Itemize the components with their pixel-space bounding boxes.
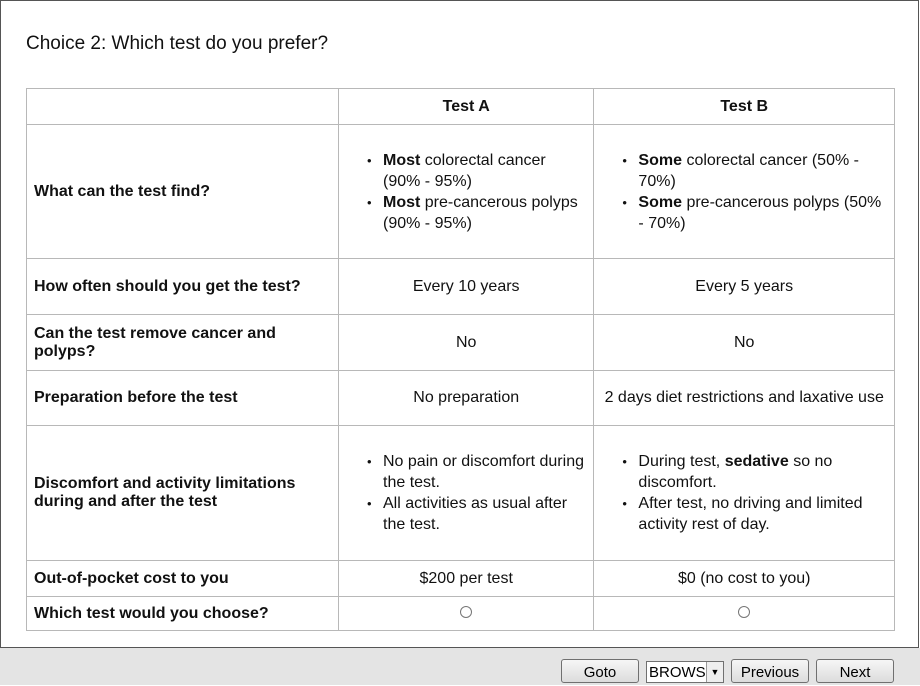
attribute-label: How often should you get the test? (26, 258, 339, 315)
text: colorectal cancer (50% - 70%) (638, 151, 859, 190)
text: During test, (638, 453, 721, 470)
text: No pain or discomfort during the test. (383, 453, 584, 491)
text: colorectal cancer (90% - 95%) (383, 151, 546, 190)
cell-text: $200 per test (419, 569, 513, 587)
previous-button[interactable]: Previous (731, 659, 809, 683)
cell-text: $0 (no cost to you) (677, 569, 811, 587)
option-cell: No (593, 314, 895, 371)
option-cell: Every 10 years (337, 258, 595, 315)
bullet-item: Some colorectal cancer (50% - 70%) (622, 150, 887, 192)
attribute-row: Can the test remove cancer and polyps? No… (26, 314, 895, 371)
bullet-item: Most pre-cancerous polyps (90% - 95%) (367, 192, 586, 234)
option-cell: No (337, 314, 595, 371)
cell-text: No preparation (413, 389, 520, 406)
goto-button[interactable]: Goto (561, 659, 639, 683)
bold-text: Most (383, 151, 421, 169)
bullet-item: During test, sedative so no discomfort. (622, 451, 887, 493)
choice-radio[interactable] (460, 605, 473, 618)
header-cell: Test A (337, 88, 595, 125)
attribute-row: What can the test find?Most colorectal c… (26, 124, 895, 259)
cell-text: Every 10 years (412, 277, 520, 295)
option-cell: Every 5 years (593, 258, 895, 315)
option-cell: No pain or discomfort during the test. Al… (337, 425, 595, 561)
text: so no discomfort. (638, 453, 833, 491)
bold-text: sedative (724, 453, 789, 470)
attribute-label: Preparation before the test (26, 370, 339, 426)
bullet-item: Most colorectal cancer (90% - 95%) (367, 150, 586, 192)
cell-text: 2 days diet restrictions and laxative us… (604, 389, 884, 406)
attribute-label: What can the test find? (26, 124, 339, 259)
cell-text: No (455, 333, 477, 351)
next-button[interactable]: Next (816, 659, 894, 683)
bold-text: Most (383, 193, 421, 211)
select-text: BROWS (649, 664, 706, 681)
header-cell: Test B (593, 88, 895, 125)
bullet-list: During test, sedative so no discomfort.A… (601, 451, 887, 535)
choice-row: Which test would you choose? (26, 596, 895, 631)
bullet-item: All activities as usual after the test. (367, 493, 586, 535)
bullet-list: Most colorectal cancer (90% - 95%)Most p… (346, 150, 586, 234)
bold-text: Some (638, 193, 682, 211)
choice-radio[interactable] (738, 605, 751, 618)
question-title: Choice 2: Which test do you prefer? (26, 33, 329, 54)
option-cell (337, 596, 595, 631)
attribute-row: Preparation before the test No preparatio… (26, 370, 895, 426)
attribute-row: How often should you get the test? Every … (26, 258, 895, 315)
text: All activities as usual after the test. (383, 495, 568, 533)
attribute-label: Can the test remove cancer and polyps? (26, 314, 339, 371)
text: pre-cancerous polyps (50% - 70%) (638, 193, 882, 232)
header-cell (26, 88, 339, 125)
option-cell: Some colorectal cancer (50% - 70%)Some p… (593, 124, 895, 259)
attribute-row: Discomfort and activity limitations duri… (26, 425, 895, 561)
header-row: Test A Test B (26, 88, 895, 125)
option-cell: Most colorectal cancer (90% - 95%)Most p… (337, 124, 595, 259)
attribute-label: Out-of-pocket cost to you (26, 560, 339, 597)
text: pre-cancerous polyps (90% - 95%) (383, 193, 578, 232)
bullet-item: No pain or discomfort during the test. (367, 451, 586, 493)
option-cell (593, 596, 895, 631)
page-select[interactable]: BROWS ▼ (646, 661, 724, 683)
text: After test, no driving and limited activ… (638, 495, 863, 533)
bullet-item: After test, no driving and limited activ… (622, 493, 887, 535)
cell-text: Every 5 years (695, 277, 794, 295)
cell-text: No (733, 333, 755, 351)
option-cell: $0 (no cost to you) (593, 560, 895, 597)
dropdown-arrow[interactable]: ▼ (706, 662, 723, 682)
attribute-label: Discomfort and activity limitations duri… (26, 425, 339, 561)
bullet-item: Some pre-cancerous polyps (50% - 70%) (622, 192, 887, 234)
bullet-list: No pain or discomfort during the test. Al… (346, 451, 586, 535)
option-cell: During test, sedative so no discomfort.A… (593, 425, 895, 561)
bullet-list: Some colorectal cancer (50% - 70%)Some p… (601, 150, 887, 234)
attribute-row: Out-of-pocket cost to you $200 per test $0… (26, 560, 895, 597)
option-cell: 2 days diet restrictions and laxative us… (593, 370, 895, 426)
option-cell: $200 per test (337, 560, 595, 597)
option-cell: No preparation (337, 370, 595, 426)
bold-text: Some (638, 151, 682, 169)
attribute-label: Which test would you choose? (26, 596, 339, 631)
